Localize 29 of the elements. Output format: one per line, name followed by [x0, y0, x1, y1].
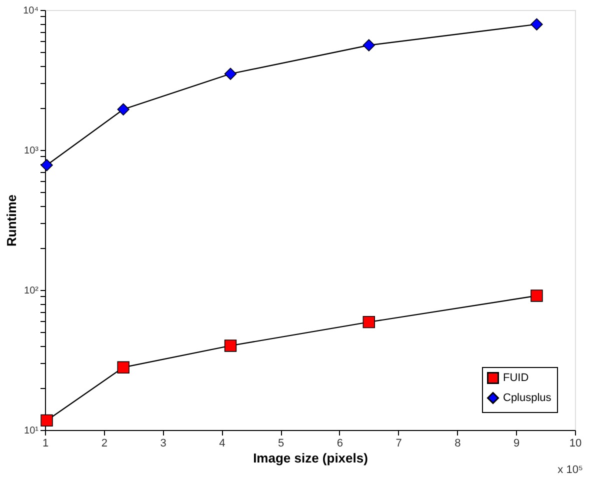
x-tick-label: 8: [454, 438, 461, 450]
text: x 10⁵: [558, 464, 583, 476]
point: [362, 39, 375, 52]
x-tick-label: 7: [396, 438, 402, 450]
x-tick-label: 9: [514, 438, 520, 450]
y-tick-label: 10²: [24, 286, 40, 296]
point: [40, 159, 53, 172]
point: [224, 68, 237, 80]
x-tick-label: 6: [336, 438, 344, 450]
legend-label: FUID: [503, 372, 529, 384]
x-tick-label: 2: [101, 438, 108, 450]
x-axis-title: Image size (pixels): [253, 450, 368, 466]
x-tick-label: 3: [160, 438, 166, 450]
point: [362, 316, 375, 328]
point: [224, 340, 237, 352]
point: [530, 290, 543, 302]
x-tick-label: 5: [278, 438, 284, 450]
y-axis-title: Runtime: [4, 194, 20, 246]
x-tick-label: 4: [219, 438, 226, 450]
legend-label: Cplusplus: [503, 392, 552, 404]
point: [40, 414, 53, 427]
x-tick-label: 1: [42, 438, 49, 450]
x-tick-label: 10: [569, 438, 582, 450]
y-tick-label: 10⁴: [23, 6, 38, 16]
point: [117, 103, 130, 116]
point: [117, 361, 130, 374]
point: [530, 18, 543, 30]
y-tick-label: 10³: [24, 146, 40, 156]
y-tick-label: 10¹: [24, 426, 40, 436]
